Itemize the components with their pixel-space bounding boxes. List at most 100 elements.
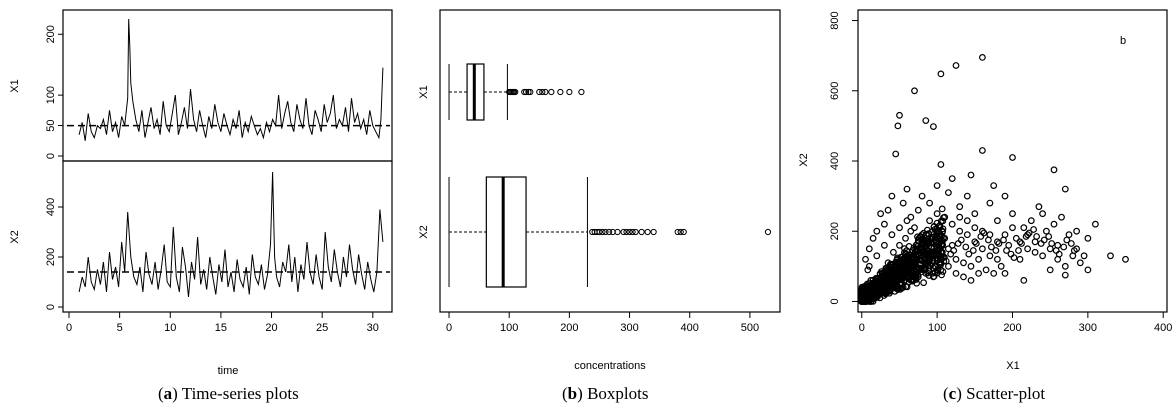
scatter-point bbox=[1009, 154, 1016, 161]
scatter-point bbox=[1061, 185, 1069, 193]
scatter-point bbox=[1039, 210, 1046, 218]
outlier-point bbox=[629, 228, 636, 236]
scatter-point bbox=[888, 282, 895, 289]
scatter-point bbox=[898, 271, 906, 278]
scatter-point bbox=[1073, 227, 1080, 235]
scatter-point bbox=[1037, 240, 1045, 247]
scatter-y-axis: 0 200 400 600 800 bbox=[829, 11, 858, 305]
x-tick-label: 200 bbox=[560, 322, 578, 334]
scatter-point bbox=[1040, 236, 1048, 244]
scatter-point bbox=[979, 245, 986, 253]
x-tick-label: 10 bbox=[164, 322, 176, 334]
scatter-points-group bbox=[858, 54, 1129, 305]
outlier-point bbox=[521, 88, 528, 96]
scatter-point bbox=[922, 255, 929, 263]
scatter-point bbox=[965, 250, 973, 258]
scatter-point bbox=[936, 222, 944, 230]
x2-plot-frame bbox=[62, 160, 393, 313]
scatter-point bbox=[929, 234, 936, 242]
scatter-point bbox=[1010, 254, 1018, 262]
scatter-point bbox=[1015, 247, 1022, 254]
outlier-point bbox=[557, 88, 564, 96]
scatter-point bbox=[899, 199, 907, 207]
concentrations-axis-label: concentrations bbox=[574, 360, 646, 372]
scatter-point bbox=[956, 213, 964, 221]
x-tick-label: 400 bbox=[681, 322, 699, 334]
scatter-point bbox=[1060, 243, 1068, 251]
scatter-point bbox=[952, 255, 960, 263]
scatter-point bbox=[939, 217, 947, 225]
scatter-point bbox=[960, 273, 967, 281]
scatter-point bbox=[1070, 247, 1078, 254]
scatter-point bbox=[994, 255, 1001, 263]
scatter-point bbox=[924, 262, 932, 270]
y-tick-label: 0 bbox=[45, 304, 57, 310]
box-x1-label: X1 bbox=[418, 85, 430, 98]
scatter-point bbox=[922, 117, 930, 124]
scatter-point bbox=[948, 220, 956, 228]
boxes-group bbox=[448, 63, 772, 288]
scatter-point bbox=[1009, 210, 1016, 218]
scatter-point bbox=[1024, 231, 1031, 239]
scatter-point bbox=[873, 227, 881, 235]
y-tick-label: 0 bbox=[45, 153, 57, 159]
scatter-point bbox=[1031, 248, 1039, 256]
scatter-point bbox=[1061, 262, 1069, 270]
caption-c-text: Scatter-plot bbox=[966, 384, 1046, 403]
scatter-point bbox=[1033, 233, 1040, 240]
scatter-point bbox=[1122, 255, 1129, 263]
outlier-point bbox=[626, 228, 633, 236]
scatter-point bbox=[1084, 234, 1092, 242]
x-tick-label: 25 bbox=[316, 322, 328, 334]
scatter-point bbox=[1084, 266, 1092, 274]
scatter-point bbox=[945, 189, 952, 197]
scatter-point bbox=[901, 276, 909, 284]
scatter-point bbox=[1080, 252, 1088, 260]
scatter-point bbox=[1076, 259, 1084, 267]
scatter-point bbox=[1016, 255, 1024, 263]
outlier-point bbox=[605, 228, 613, 236]
x2-y-axis: 0 200 400 bbox=[45, 198, 63, 310]
y-tick-label: 100 bbox=[45, 86, 57, 104]
scatter-point bbox=[865, 245, 873, 253]
x-tick-label: 20 bbox=[265, 322, 277, 334]
scatter-point bbox=[931, 225, 939, 233]
scatter-point bbox=[873, 294, 880, 301]
x-tick-label: 300 bbox=[1079, 322, 1097, 334]
scatter-point bbox=[940, 214, 947, 222]
outlier-point bbox=[512, 88, 519, 96]
scatter-point bbox=[871, 282, 879, 290]
caption-b-text: Boxplots bbox=[587, 384, 649, 403]
scatter-point bbox=[1024, 245, 1031, 253]
outlier-point bbox=[680, 228, 687, 236]
scatter-point bbox=[938, 271, 945, 279]
scatter-point bbox=[1012, 234, 1020, 242]
scatter-point bbox=[896, 111, 903, 119]
scatter-point bbox=[1016, 238, 1024, 246]
scatter-point bbox=[926, 217, 933, 225]
scatter-point bbox=[873, 252, 881, 260]
scatter-point bbox=[975, 255, 982, 263]
scatter-point bbox=[1020, 224, 1028, 232]
outlier-point bbox=[525, 88, 532, 96]
scatter-point bbox=[902, 266, 910, 274]
outlier-point bbox=[674, 228, 681, 236]
scatter-point bbox=[1001, 192, 1009, 200]
scatter-point bbox=[977, 233, 985, 240]
scatter-point bbox=[884, 206, 892, 214]
scatter-point bbox=[933, 241, 941, 248]
scatter-point bbox=[1000, 236, 1007, 244]
scatter-point bbox=[898, 280, 905, 288]
scatter-point bbox=[937, 161, 945, 168]
scatter-point bbox=[859, 287, 867, 295]
scatter-point bbox=[963, 231, 971, 239]
scatter-point bbox=[888, 279, 895, 287]
scatter-point bbox=[903, 217, 911, 225]
x1-y-axis: 0 50 100 200 bbox=[45, 25, 63, 159]
scatter-point bbox=[948, 175, 956, 183]
scatter-point bbox=[881, 241, 888, 249]
x-tick-label: 400 bbox=[1154, 322, 1172, 334]
scatter-point bbox=[1001, 270, 1009, 277]
scatter-point bbox=[971, 224, 979, 232]
scatter-point bbox=[896, 224, 903, 232]
